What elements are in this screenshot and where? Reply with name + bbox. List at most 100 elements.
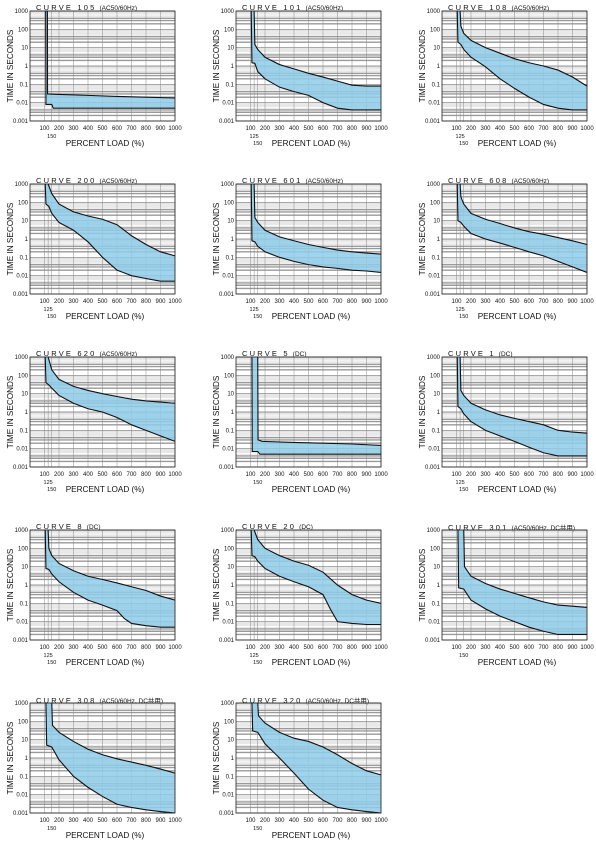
curve-name: CURVE 5 bbox=[242, 349, 290, 358]
curve-name: CURVE 301 bbox=[448, 523, 509, 532]
plot-frame bbox=[441, 356, 588, 468]
upper-curve bbox=[459, 10, 588, 87]
y-tick-label: 0.1 bbox=[20, 428, 29, 434]
y-axis-label: TIME IN SECONDS bbox=[6, 375, 15, 448]
plot-frame bbox=[235, 356, 382, 468]
trip-band bbox=[251, 530, 381, 625]
x-tick-label: 700 bbox=[126, 818, 137, 824]
x-tick-label: 800 bbox=[347, 818, 358, 824]
x-tick-label: 100 bbox=[245, 299, 256, 305]
chart-title: CURVE 320 (AC50/60Hz, DC共用) bbox=[242, 695, 369, 705]
chart-svg: 1000 100 10 1 0.1 0.01 0.001 100 200 300 400 500 600… bbox=[6, 182, 182, 321]
y-tick-label: 1000 bbox=[15, 701, 29, 707]
y-tick-label: 100 bbox=[430, 27, 441, 33]
x-tick-label: 900 bbox=[155, 126, 166, 132]
x-tick-label: 400 bbox=[289, 645, 300, 651]
chart-svg: 1000 100 10 1 0.1 0.01 0.001 100 200 300 400 500 600… bbox=[212, 355, 388, 494]
x-tick-label: 400 bbox=[495, 299, 506, 305]
x-tick-label: 700 bbox=[332, 299, 343, 305]
lower-curve bbox=[457, 529, 587, 636]
plot-frame bbox=[29, 529, 176, 641]
lower-curve bbox=[44, 356, 176, 442]
trip-band bbox=[251, 11, 381, 110]
y-axis-label: TIME IN SECONDS bbox=[418, 29, 427, 102]
x-tick-label: 900 bbox=[567, 472, 578, 478]
y-tick-label: 0.001 bbox=[219, 119, 235, 125]
x-axis-label: PERCENT LOAD (%) bbox=[272, 831, 351, 840]
y-tick-label: 0.1 bbox=[20, 82, 29, 88]
curve-spec: (AC50/60Hz) bbox=[511, 5, 550, 12]
y-tick-label: 0.001 bbox=[13, 811, 29, 817]
chart-title: CURVE 101 (AC50/60Hz) bbox=[242, 3, 343, 12]
y-tick-label: 0.01 bbox=[222, 101, 234, 107]
chart-title: CURVE 308 (AC50/60Hz, DC共用) bbox=[36, 695, 163, 705]
y-tick-label: 0.01 bbox=[222, 447, 234, 453]
x-tick-label: 800 bbox=[553, 126, 564, 132]
x-tick-label: 700 bbox=[332, 818, 343, 824]
x-axis-label: PERCENT LOAD (%) bbox=[272, 312, 351, 321]
trip-band bbox=[457, 184, 587, 273]
y-tick-label: 0.1 bbox=[226, 255, 235, 261]
trip-band bbox=[251, 184, 381, 273]
y-tick-label: 1000 bbox=[221, 355, 235, 361]
x-tick-label: 400 bbox=[83, 126, 94, 132]
x-tick-label: 300 bbox=[274, 299, 285, 305]
chart-svg: 1000 100 10 1 0.1 0.01 0.001 100 200 300 400 500 600… bbox=[212, 528, 388, 667]
x-tick-label: 200 bbox=[466, 126, 477, 132]
x-tick-label: 100 bbox=[451, 299, 462, 305]
y-tick-label: 1000 bbox=[427, 9, 441, 15]
x-tick-label: 200 bbox=[260, 126, 271, 132]
y-tick-label: 1000 bbox=[221, 528, 235, 534]
x-tick-label: 600 bbox=[318, 299, 329, 305]
x-tick-label: 300 bbox=[480, 472, 491, 478]
x-tick-label: 900 bbox=[361, 126, 372, 132]
chart-svg: 1000 100 10 1 0.1 0.01 0.001 100 200 300 400 500 600… bbox=[212, 182, 388, 321]
curve-name: CURVE 601 bbox=[242, 176, 303, 185]
x-tick-label: 800 bbox=[141, 126, 152, 132]
x-tick-label: 200 bbox=[54, 126, 65, 132]
x-tick-label: 700 bbox=[332, 472, 343, 478]
y-tick-label: 10 bbox=[433, 392, 440, 398]
x-tick-label: 500 bbox=[509, 126, 520, 132]
x-tick-label: 600 bbox=[318, 645, 329, 651]
x-tick-label: 900 bbox=[155, 645, 166, 651]
x-tick-label-extra: 150 bbox=[253, 660, 262, 666]
x-tick-label-extra: 150 bbox=[459, 487, 468, 493]
x-tick-label: 200 bbox=[260, 472, 271, 478]
y-axis-label: TIME IN SECONDS bbox=[6, 548, 15, 621]
y-tick-label: 0.1 bbox=[226, 82, 235, 88]
chart-svg: 1000 100 10 1 0.1 0.01 0.001 100 200 300 400 500 600… bbox=[418, 182, 594, 321]
trip-band bbox=[251, 357, 381, 455]
x-tick-label: 1000 bbox=[580, 126, 594, 132]
x-tick-label: 400 bbox=[289, 126, 300, 132]
curve-name: CURVE 308 bbox=[36, 696, 97, 705]
plot-frame bbox=[29, 183, 176, 295]
x-tick-label-extra: 125 bbox=[44, 307, 53, 313]
y-tick-label: 1 bbox=[231, 64, 235, 70]
lower-curve bbox=[45, 10, 175, 109]
plot-frame bbox=[235, 702, 382, 814]
y-tick-label: 0.01 bbox=[428, 101, 440, 107]
x-tick-label: 700 bbox=[126, 126, 137, 132]
x-tick-label: 900 bbox=[361, 472, 372, 478]
y-tick-label: 0.01 bbox=[428, 447, 440, 453]
y-tick-label: 1 bbox=[25, 237, 29, 243]
y-tick-label: 1 bbox=[231, 756, 235, 762]
curve-panel: CURVE 301 (AC50/60Hz, DC共用) 1000 100 10 1 0.1 0… bbox=[416, 523, 596, 693]
y-tick-label: 100 bbox=[430, 546, 441, 552]
x-tick-label-extra: 125 bbox=[250, 307, 259, 313]
y-axis-label: TIME IN SECONDS bbox=[212, 202, 221, 275]
x-axis-label: PERCENT LOAD (%) bbox=[478, 485, 557, 494]
x-tick-label: 500 bbox=[97, 645, 108, 651]
lower-curve bbox=[44, 529, 175, 628]
x-tick-label: 300 bbox=[274, 645, 285, 651]
x-axis-label: PERCENT LOAD (%) bbox=[272, 139, 351, 148]
x-tick-label: 600 bbox=[524, 472, 535, 478]
curve-panel: CURVE 320 (AC50/60Hz, DC共用) 1000 100 10 1 0.1 0… bbox=[210, 696, 405, 866]
x-tick-label: 200 bbox=[54, 645, 65, 651]
x-tick-label: 900 bbox=[361, 299, 372, 305]
chart-svg: 1000 100 10 1 0.1 0.01 0.001 100 200 300 400 500 600… bbox=[6, 701, 182, 840]
x-tick-label: 500 bbox=[303, 645, 314, 651]
curve-spec: (DC) bbox=[498, 351, 513, 358]
x-tick-label: 800 bbox=[553, 645, 564, 651]
